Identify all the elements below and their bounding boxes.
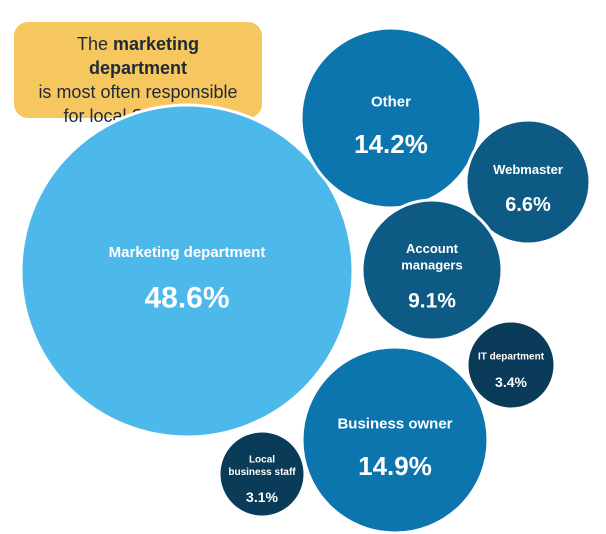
bubble-value-other: 14.2% [354, 129, 428, 159]
callout-emphasis: marketing department [88, 34, 200, 78]
bubble-label-other: Other [371, 94, 411, 111]
bubble-it-department: IT department 3.4% [465, 319, 557, 411]
bubble-circle-business-owner [300, 345, 490, 534]
bubble-label-local-business-staff-line-1: Local [249, 454, 275, 465]
bubble-label-marketing-department: Marketing department [109, 244, 266, 261]
bubble-value-account-managers: 9.1% [408, 290, 456, 313]
bubble-circle-account-managers [360, 198, 504, 342]
bubble-circle-it-department [465, 319, 557, 411]
bubble-value-marketing-department: 48.6% [144, 281, 229, 314]
bubble-business-owner: Business owner 14.9% [300, 345, 490, 534]
bubble-circle-webmaster [464, 118, 592, 246]
bubble-label-local-business-staff-line-2: business staff [228, 467, 296, 478]
bubble-value-it-department: 3.4% [495, 374, 527, 390]
bubble-label-business-owner: Business owner [337, 416, 452, 433]
callout-line-1: The marketing department [26, 32, 250, 80]
bubble-label-account-managers-line-2: managers [401, 257, 462, 272]
bubble-local-business-staff: Local business staff 3.1% [217, 429, 307, 519]
bubble-label-webmaster: Webmaster [493, 162, 563, 177]
bubble-label-it-department: IT department [478, 352, 545, 363]
bubble-circle-local-business-staff [217, 429, 307, 519]
callout-prefix: The [76, 34, 113, 54]
callout-line-2: is most often responsible [38, 82, 238, 102]
bubble-other: Other 14.2% [299, 26, 483, 210]
bubble-value-webmaster: 6.6% [505, 194, 551, 216]
bubble-value-local-business-staff: 3.1% [246, 489, 278, 505]
bubble-marketing-department: Marketing department 48.6% [19, 103, 355, 439]
bubble-webmaster: Webmaster 6.6% [464, 118, 592, 246]
bubble-label-account-managers-line-1: Account [406, 241, 459, 256]
bubble-value-business-owner: 14.9% [358, 451, 432, 481]
bubble-circle-marketing-department [19, 103, 355, 439]
bubble-circle-other [299, 26, 483, 210]
